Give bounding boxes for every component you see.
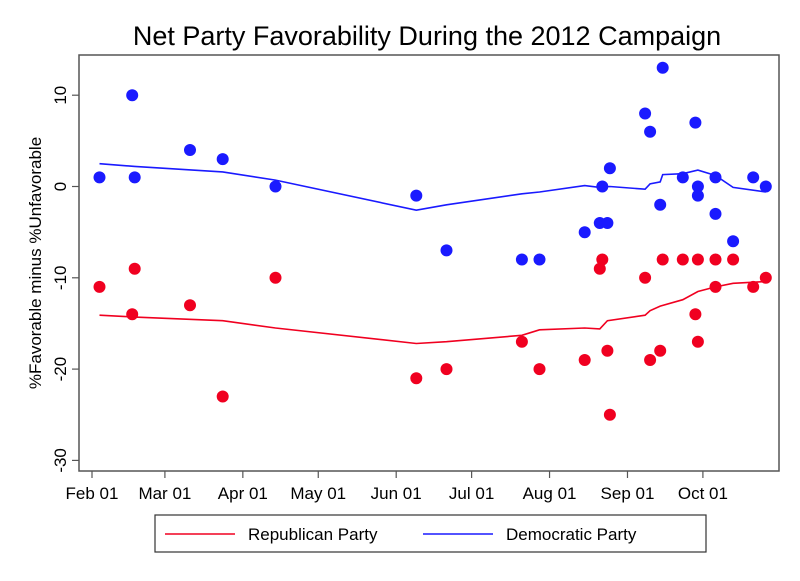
data-point-republican [126,308,139,321]
data-point-republican [410,372,423,385]
data-point-republican [709,280,722,293]
data-point-republican [93,280,106,293]
data-point-democratic [691,180,704,193]
data-point-democratic [269,180,282,193]
data-point-democratic [689,116,702,129]
data-point-republican [644,354,657,366]
data-point-republican [216,390,229,403]
x-tick-label: Sep 01 [601,484,655,503]
data-point-republican [603,408,616,421]
x-tick-label: Apr 01 [218,484,268,503]
data-point-democratic [515,253,528,266]
data-point-democratic [747,171,760,184]
data-point-democratic [410,189,423,202]
data-point-democratic [216,153,229,166]
data-point-democratic [578,226,591,239]
data-point-democratic [601,217,614,229]
data-point-democratic [656,61,669,74]
data-point-republican [747,280,760,293]
data-point-republican [596,253,609,266]
data-point-democratic [639,107,652,120]
y-axis: 10 0 -10 -20 -30 [51,86,79,473]
data-point-republican [709,253,722,266]
data-point-democratic [93,171,106,184]
y-tick-label: -30 [51,448,70,473]
data-point-democratic [128,171,141,184]
data-point-republican [515,335,528,348]
x-tick-label: May 01 [290,484,346,503]
data-point-democratic [709,171,722,184]
y-tick-label: -10 [51,266,70,291]
data-point-republican [727,253,740,266]
data-point-democratic [126,89,139,102]
data-point-democratic [533,253,546,266]
data-point-republican [639,271,652,284]
data-point-democratic [759,180,772,193]
legend-label-republican: Republican Party [248,525,378,544]
data-point-republican [269,271,282,284]
data-point-republican [676,253,689,266]
chart-title: Net Party Favorability During the 2012 C… [133,21,721,51]
data-point-republican [656,253,669,266]
x-tick-label: Feb 01 [66,484,119,503]
y-tick-label: 10 [51,86,70,105]
data-point-republican [578,354,591,366]
data-point-republican [440,363,453,376]
y-tick-label: 0 [51,182,70,191]
data-point-republican [759,271,772,284]
x-tick-label: Mar 01 [138,484,191,503]
legend: Republican Party Democratic Party [154,514,707,553]
data-point-republican [184,299,196,312]
data-point-republican [128,262,141,275]
data-point-republican [689,308,702,321]
data-point-democratic [596,180,609,193]
data-point-republican [691,253,704,266]
y-tick-label: -20 [51,357,70,382]
data-points [93,61,772,421]
x-tick-label: Oct 01 [678,484,728,503]
trend-line-republican [99,280,766,345]
y-axis-label: %Favorable minus %Unfavorable [26,137,45,389]
data-point-democratic [654,198,667,211]
data-point-republican [654,344,667,357]
data-point-democratic [440,244,453,257]
data-point-democratic [644,125,657,138]
data-point-democratic [709,207,722,220]
x-axis: Feb 01 Mar 01 Apr 01 May 01 Jun 01 Jul 01 Aug … [66,471,728,503]
data-point-republican [601,344,614,357]
data-point-republican [691,335,704,348]
data-point-democratic [727,235,740,248]
data-point-democratic [691,189,704,202]
data-point-democratic [676,171,689,184]
plot-frame [78,54,780,472]
data-point-democratic [184,144,196,156]
x-tick-label: Aug 01 [523,484,577,503]
x-tick-label: Jun 01 [371,484,422,503]
data-point-democratic [603,162,616,175]
x-tick-label: Jul 01 [449,484,494,503]
data-point-republican [533,363,546,376]
data-point-republican [593,262,606,275]
legend-label-democratic: Democratic Party [506,525,637,544]
trend-lines [99,162,766,345]
